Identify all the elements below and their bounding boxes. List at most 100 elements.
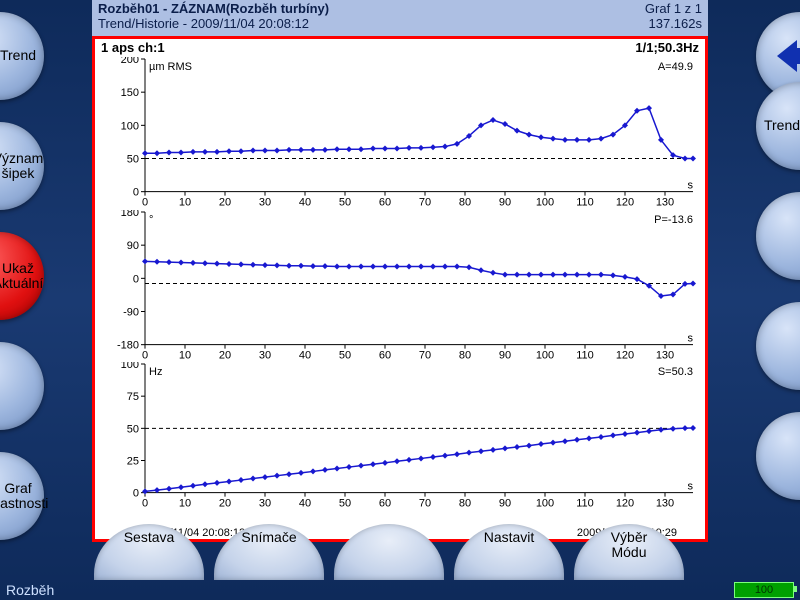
- svg-text:200: 200: [121, 57, 139, 66]
- chart-panel-hz: 0255075100HzS=50.30102030405060708090100…: [99, 362, 701, 513]
- svg-text:70: 70: [419, 349, 431, 360]
- svg-text:80: 80: [459, 349, 471, 360]
- side-button-label: Graf Vlastnosti: [0, 481, 52, 512]
- svg-text:100: 100: [121, 362, 139, 371]
- svg-text:80: 80: [459, 498, 471, 510]
- status-left-label: Rozběh: [6, 582, 54, 598]
- svg-text:s: s: [688, 481, 694, 493]
- svg-text:150: 150: [121, 87, 139, 99]
- bottom-tab-label: Snímače: [241, 530, 296, 545]
- bottom-tab-label: Sestava: [124, 530, 175, 545]
- svg-text:90: 90: [499, 498, 511, 510]
- side-button-label: Ukaž Aktuální: [0, 261, 47, 292]
- svg-text:s: s: [688, 332, 694, 344]
- svg-text:10: 10: [179, 498, 191, 510]
- svg-text:60: 60: [379, 197, 391, 208]
- side-button-label: Trend: [760, 118, 800, 133]
- svg-text:20: 20: [219, 349, 231, 360]
- svg-text:130: 130: [656, 197, 674, 208]
- svg-text:50: 50: [127, 154, 139, 166]
- left-side-button[interactable]: Trend: [0, 12, 44, 100]
- svg-text:130: 130: [656, 498, 674, 510]
- svg-text:0: 0: [133, 273, 139, 285]
- bottom-tab[interactable]: Nastavit: [454, 524, 564, 580]
- svg-text:75: 75: [127, 391, 139, 403]
- left-side-button[interactable]: [0, 342, 44, 430]
- svg-text:25: 25: [127, 456, 139, 468]
- subheader-left: 1 aps ch:1: [101, 40, 165, 55]
- right-side-button[interactable]: Trend: [756, 82, 800, 170]
- battery-indicator: 100: [734, 582, 794, 598]
- side-button-label: Trend: [0, 48, 40, 63]
- left-side-button[interactable]: Graf Vlastnosti: [0, 452, 44, 540]
- bottom-tab-bar: Sestava Snímače Nastavit Výběr Módu: [0, 530, 800, 580]
- svg-text:A=49.9: A=49.9: [658, 61, 693, 73]
- svg-text:0: 0: [133, 488, 139, 500]
- chart-panel-rms: 0 50 100 150 200 µm RMS A=49.9 0 10 20 30 40 50 60 70 8…: [99, 57, 701, 208]
- svg-text:80: 80: [459, 197, 471, 208]
- svg-text:0: 0: [142, 349, 148, 360]
- svg-text:°: °: [149, 214, 153, 226]
- left-side-button[interactable]: Ukaž Aktuální: [0, 232, 44, 320]
- svg-text:40: 40: [299, 349, 311, 360]
- charts-container: 050100150200µm RMSA=49.90102030405060708…: [95, 57, 705, 527]
- left-button-column: Trend Význam šipek Ukaž Aktuální Graf Vlast…: [0, 0, 90, 560]
- right-side-button[interactable]: [756, 192, 800, 280]
- svg-text:-90: -90: [123, 306, 139, 318]
- header-bar: Rozběh01 - ZÁZNAM(Rozběh turbíny) Graf 1…: [92, 0, 708, 38]
- svg-text:S=50.3: S=50.3: [658, 366, 693, 378]
- svg-text:60: 60: [379, 349, 391, 360]
- svg-text:100: 100: [536, 349, 554, 360]
- right-button-column: Trend: [710, 0, 800, 560]
- svg-text:90: 90: [499, 197, 511, 208]
- bottom-tab-label: Výběr Módu: [611, 530, 648, 559]
- svg-text:50: 50: [339, 197, 351, 208]
- svg-text:30: 30: [259, 498, 271, 510]
- header-subtitle: Trend/Historie - 2009/11/04 20:08:12: [98, 16, 309, 31]
- battery-pct: 100: [755, 584, 773, 596]
- svg-text:Hz: Hz: [149, 366, 162, 378]
- svg-text:s: s: [688, 180, 694, 192]
- svg-text:30: 30: [259, 349, 271, 360]
- svg-text:10: 10: [179, 197, 191, 208]
- right-side-button[interactable]: [756, 412, 800, 500]
- svg-text:60: 60: [379, 498, 391, 510]
- svg-text:20: 20: [219, 197, 231, 208]
- svg-text:50: 50: [339, 349, 351, 360]
- chart-panel-phase: -180-90090180°P=-13.60102030405060708090…: [99, 210, 701, 361]
- svg-text:40: 40: [299, 197, 311, 208]
- svg-text:0: 0: [142, 197, 148, 208]
- svg-text:100: 100: [536, 197, 554, 208]
- bottom-tab[interactable]: [334, 524, 444, 580]
- side-button-label: Význam šipek: [0, 151, 47, 182]
- plot-area: 1 aps ch:1 1/1;50.3Hz 050100150200µm RMS…: [92, 36, 708, 542]
- bottom-tab[interactable]: Sestava: [94, 524, 204, 580]
- svg-text:70: 70: [419, 197, 431, 208]
- svg-text:0: 0: [133, 187, 139, 199]
- right-side-button[interactable]: [756, 302, 800, 390]
- svg-text:100: 100: [121, 120, 139, 132]
- bottom-tab-label: Nastavit: [484, 530, 535, 545]
- header-title: Rozběh01 - ZÁZNAM(Rozběh turbíny): [98, 1, 329, 16]
- header-graf-info: Graf 1 z 1: [645, 1, 702, 16]
- svg-text:-180: -180: [117, 339, 139, 351]
- svg-text:40: 40: [299, 498, 311, 510]
- svg-text:110: 110: [576, 349, 594, 360]
- svg-text:120: 120: [616, 197, 634, 208]
- svg-text:90: 90: [499, 349, 511, 360]
- svg-text:120: 120: [616, 498, 634, 510]
- bottom-tab[interactable]: Snímače: [214, 524, 324, 580]
- svg-text:0: 0: [142, 498, 148, 510]
- svg-text:70: 70: [419, 498, 431, 510]
- bottom-tab[interactable]: Výběr Módu: [574, 524, 684, 580]
- svg-text:50: 50: [127, 424, 139, 436]
- svg-text:110: 110: [576, 498, 594, 510]
- left-side-button[interactable]: Význam šipek: [0, 122, 44, 210]
- header-seconds: 137.162s: [649, 16, 703, 31]
- svg-text:90: 90: [127, 240, 139, 252]
- status-bar: Rozběh 100: [0, 580, 800, 600]
- svg-text:µm RMS: µm RMS: [149, 61, 192, 73]
- svg-text:30: 30: [259, 197, 271, 208]
- svg-text:130: 130: [656, 349, 674, 360]
- svg-text:P=-13.6: P=-13.6: [654, 214, 693, 226]
